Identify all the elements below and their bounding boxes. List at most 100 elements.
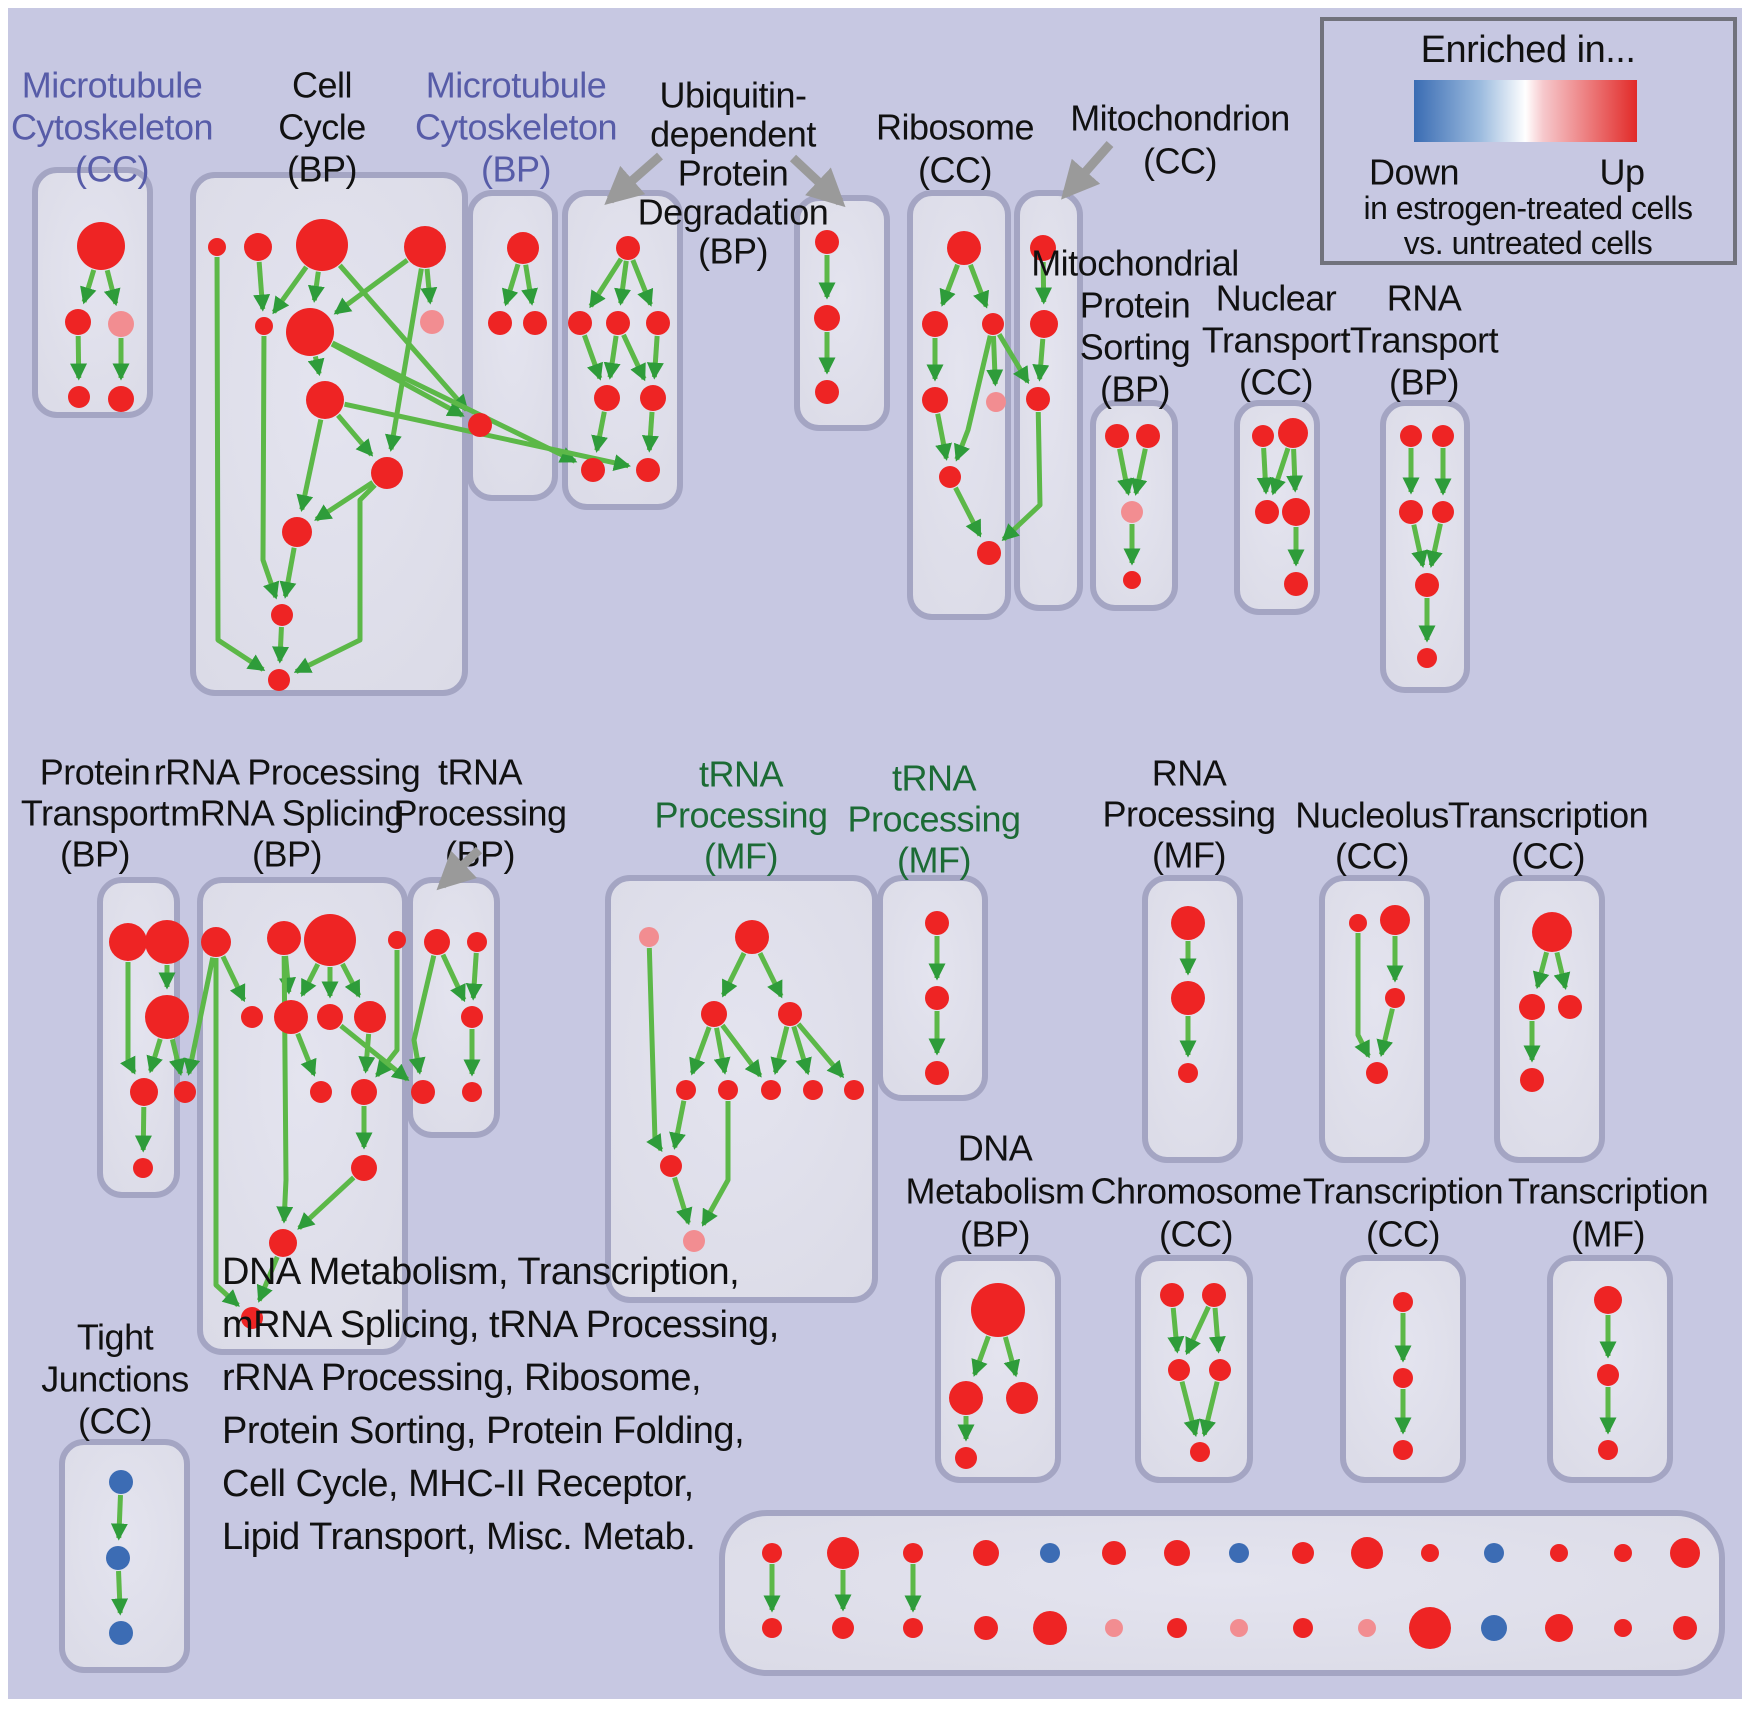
- go-node-mito_sort: [1123, 571, 1141, 589]
- go-node-strip-top-15: [1670, 1538, 1700, 1568]
- go-node-prot_trans: [145, 920, 189, 964]
- go-node-mito_sort: [1136, 424, 1160, 448]
- cluster-box-chromosome: [1135, 1255, 1253, 1483]
- cluster-label-mito-sort: (BP): [1100, 369, 1170, 410]
- go-node-rna_trans: [1399, 500, 1423, 524]
- go-node-trans_cc2: [1393, 1440, 1413, 1460]
- cluster-label-rrna: (BP): [252, 834, 322, 875]
- cluster-label-prot-trans: Protein: [40, 752, 151, 793]
- go-node-rrna: [354, 1001, 386, 1033]
- edge-arrow-mt_bp: [521, 264, 538, 306]
- legend-up-label: Up: [1599, 152, 1644, 193]
- cluster-label-trans-mf: (MF): [1571, 1214, 1645, 1255]
- go-node-cell_cycle: [306, 381, 344, 419]
- cluster-label-mt-cc: Cytoskeleton: [11, 107, 213, 148]
- cluster-box-rna_proc: [1142, 875, 1243, 1163]
- go-node-mt_cc: [65, 309, 91, 335]
- cluster-label-trna-bp: tRNA: [438, 752, 522, 793]
- go-node-mt_cc: [77, 222, 125, 270]
- edge-arrow-mt_bp: [501, 263, 521, 307]
- cluster-label-mito-sort: Sorting: [1080, 327, 1191, 368]
- cluster-label-mito-sort: Mitochondrial: [1031, 243, 1239, 284]
- go-node-strip-top-1: [762, 1543, 782, 1563]
- go-node-chromosome: [1168, 1359, 1190, 1381]
- go-node-trna_mf1: [718, 1080, 738, 1100]
- edge-arrow-rrna: [300, 962, 321, 997]
- edge-arrow-mito: [1032, 338, 1050, 382]
- edge-arrow-trna_mf1: [757, 952, 784, 999]
- cluster-label-trna-mf-2: Processing: [847, 799, 1020, 840]
- go-node-cell_cycle: [268, 669, 290, 691]
- edge-arrow-rrna: [220, 955, 247, 1003]
- cluster-label-trna-mf-2: (MF): [897, 840, 971, 881]
- misc-terms-note-line: Lipid Transport, Misc. Metab.: [222, 1516, 695, 1558]
- go-node-trna_mf1: [803, 1080, 823, 1100]
- cluster-label-ubiq: Protein: [678, 153, 789, 194]
- edge-arrow-trans_cc1: [1553, 951, 1571, 991]
- go-node-ubiq2: [814, 305, 840, 331]
- cluster-label-rrna: mRNA Splicing: [170, 793, 404, 834]
- go-node-rna_trans: [1415, 573, 1439, 597]
- go-node-strip-top-10: [1351, 1537, 1383, 1569]
- go-node-rrna: [388, 931, 406, 949]
- go-node-rna_trans: [1432, 501, 1454, 523]
- edge-arrow-cross: [997, 333, 1030, 385]
- go-node-mito: [1026, 387, 1050, 411]
- edge-arrow-ribosome: [953, 486, 983, 538]
- go-node-trans_mf: [1594, 1286, 1622, 1314]
- go-node-nuc_trans: [1252, 425, 1274, 447]
- go-node-trna_mf2: [925, 911, 949, 935]
- edge-arrow-cell_cycle: [384, 268, 424, 452]
- go-node-rrna: [351, 1079, 377, 1105]
- legend-subtitle-1: in estrogen-treated cells: [1363, 190, 1692, 226]
- go-node-strip-bottom-5: [1033, 1611, 1067, 1645]
- cluster-box-ubiq2: [794, 195, 890, 431]
- go-node-trna_mf1: [761, 1080, 781, 1100]
- go-node-prot_trans: [145, 995, 189, 1039]
- edge-arrow-trna_mf1: [701, 1101, 731, 1227]
- edge-arrow-nuc_trans: [1286, 448, 1304, 493]
- cluster-label-ubiq: (BP): [698, 231, 768, 272]
- cluster-label-nuc-trans: (CC): [1239, 362, 1313, 403]
- go-node-dna_metab: [949, 1381, 983, 1415]
- edge-arrow-cross: [1001, 411, 1043, 542]
- edge-arrow-ubiq1: [591, 411, 608, 453]
- cluster-label-cell-cycle: (BP): [287, 149, 357, 190]
- legend-down-label: Down: [1369, 152, 1459, 193]
- go-node-chromosome: [1160, 1283, 1184, 1307]
- cluster-box-misc-strip: [719, 1510, 1725, 1676]
- cluster-label-ribosome: (CC): [918, 150, 992, 191]
- go-node-cell_cycle: [271, 604, 293, 626]
- go-node-prot_trans: [174, 1081, 196, 1103]
- edge-arrow-cross: [331, 340, 578, 464]
- go-node-strip-top-13: [1550, 1544, 1568, 1562]
- misc-terms-note-line: mRNA Splicing, tRNA Processing,: [222, 1304, 779, 1346]
- edge-arrow-cross: [339, 1023, 410, 1082]
- edge-arrow-rrna: [297, 1175, 356, 1230]
- edge-arrow-prot_trans: [146, 1038, 163, 1074]
- edge-arrow-mt_cc: [70, 335, 88, 381]
- label-pointer-arrow-trna-bp-to-box: [436, 846, 483, 891]
- go-node-trna_mf1: [683, 1230, 705, 1252]
- edge-arrow-prot_trans: [134, 1106, 152, 1153]
- edge-arrow-ubiq1: [582, 334, 603, 381]
- cluster-label-nucleolus: (CC): [1335, 836, 1409, 877]
- go-node-mito: [1030, 235, 1056, 261]
- label-pointer-arrow-ubiq-to-box1: [604, 152, 663, 205]
- go-node-dna_metab: [955, 1447, 977, 1469]
- edge-arrow-rrna: [256, 1255, 280, 1303]
- misc-terms-note-line: DNA Metabolism, Transcription,: [222, 1251, 739, 1293]
- edge-arrow-tight_junc: [111, 1570, 129, 1616]
- go-node-ubiq1: [594, 385, 620, 411]
- go-node-strip-top-11: [1421, 1544, 1439, 1562]
- go-node-trans_cc1: [1558, 995, 1582, 1019]
- cluster-label-rna-proc: Processing: [1102, 794, 1275, 835]
- cluster-label-mt-bp: Microtubule: [426, 65, 607, 106]
- cluster-label-mt-bp: Cytoskeleton: [415, 107, 617, 148]
- edge-arrow-ribosome: [939, 263, 960, 307]
- go-node-strip-bottom-2: [832, 1617, 854, 1639]
- edge-arrow-rrna: [276, 955, 294, 1224]
- go-node-strip-bottom-13: [1545, 1614, 1573, 1642]
- edge-arrow-cell_cycle: [279, 547, 297, 599]
- go-node-chromosome: [1202, 1283, 1226, 1307]
